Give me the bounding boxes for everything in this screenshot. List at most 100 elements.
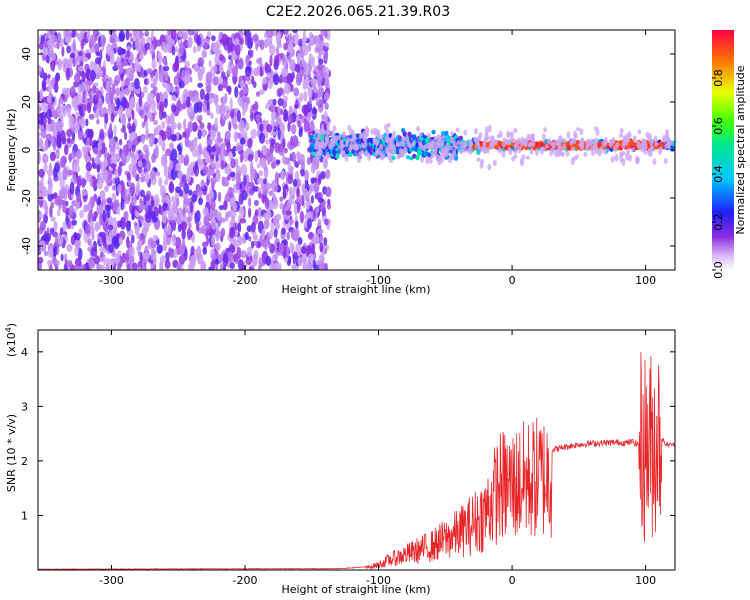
spectrogram-cell (202, 103, 207, 113)
spectrogram-cell (187, 207, 191, 217)
spectrogram-cell (658, 146, 663, 152)
spectrogram-cell (212, 93, 219, 104)
spectrogram-cell (76, 32, 82, 41)
spectrogram-cell (523, 140, 528, 148)
spectrogram-cell (102, 209, 106, 223)
spectrogram-cell (70, 150, 76, 160)
spectrogram-cell (62, 188, 68, 201)
spectrogram-cell (344, 153, 349, 162)
spectrogram-cell (273, 262, 281, 270)
spectrogram-cell (280, 52, 285, 59)
spectrogram-cell (280, 108, 284, 116)
spectrogram-cell (228, 187, 234, 196)
spectrogram-cell (114, 253, 121, 265)
spectrogram-cell (306, 218, 312, 230)
spectrogram-cell (79, 85, 85, 93)
spectrogram-cell (200, 179, 205, 189)
spectrogram-cell (279, 74, 283, 83)
spectrogram-cell (158, 176, 163, 187)
spectrogram-cell (293, 87, 300, 97)
spectrogram-cell (91, 160, 96, 169)
spectrogram-cell (120, 189, 125, 197)
spectrogram-cell (46, 227, 50, 234)
spectrogram-cell (100, 34, 106, 47)
spectrogram-cell (175, 263, 181, 270)
spectrogram-cell (510, 131, 515, 138)
spectrogram-cell (92, 85, 97, 94)
spectrogram-cell (156, 244, 163, 254)
spectrogram-cell (475, 140, 480, 147)
spectrogram-cell (208, 60, 212, 68)
spectrogram-cell (58, 96, 64, 105)
spectrogram-cell (386, 137, 391, 144)
spectrogram-x-ticks: -300 -200 -100 0 100 (99, 30, 656, 287)
spectrogram-cell (281, 66, 288, 80)
spectrogram-cell (290, 135, 294, 146)
spectrogram-cell (572, 137, 577, 145)
spectrogram-cell (92, 174, 96, 188)
spectrogram-cell (144, 42, 151, 50)
spectrogram-cell (297, 38, 304, 47)
spectrogram-cell (408, 156, 414, 161)
spectrogram-cell (145, 160, 151, 172)
spectrogram-cell (247, 153, 254, 162)
spectrogram-cell (142, 222, 149, 229)
spectrogram-cell (250, 240, 255, 249)
spectrogram-cell (97, 99, 103, 108)
spectrogram-cell (627, 131, 632, 139)
spectrogram-cell (99, 128, 105, 138)
spectrogram-cell (428, 156, 433, 164)
spectrogram-cell (541, 133, 546, 141)
spectrogram-cell (256, 207, 263, 217)
spectrogram-cell (187, 189, 193, 196)
spectrogram-cell (534, 148, 539, 156)
spectrogram-cell (249, 166, 255, 178)
spectrogram-cell (603, 137, 608, 145)
spectrogram-cell (519, 157, 524, 164)
spectrogram-cell (520, 136, 525, 144)
spectrogram-cell (325, 151, 330, 159)
spectrogram-cell (406, 140, 411, 148)
spectrogram-cell (195, 221, 200, 232)
spectrogram-cell (178, 255, 186, 265)
spectrogram-cell (137, 160, 143, 168)
spectrogram-cell (45, 109, 52, 120)
spectrogram-cell (62, 167, 68, 181)
spectrogram-cell (315, 42, 320, 49)
spectrogram-cell (228, 243, 235, 254)
spectrogram-cell (236, 145, 244, 151)
spectrogram-cell (648, 148, 653, 156)
spectrogram-cell (214, 54, 220, 65)
spectrogram-cell (293, 159, 297, 167)
spectrogram-cell (279, 122, 286, 134)
spectrogram-cell (86, 30, 91, 41)
spectrogram-cell (314, 128, 319, 134)
spectrogram-cell (287, 160, 292, 173)
spectrogram-cell (136, 231, 141, 240)
spectrogram-cell (169, 160, 174, 169)
spectrogram-cell (252, 230, 257, 241)
spectrogram-cell (243, 150, 248, 159)
spectrogram-cell (49, 205, 53, 218)
spectrogram-cell (305, 211, 310, 219)
spectrogram-cell (65, 87, 71, 98)
spectrogram-cell (309, 183, 316, 192)
spectrogram-cell (614, 153, 619, 162)
spectrogram-cell (113, 124, 117, 137)
spectrogram-cell (300, 245, 307, 254)
spectrogram-cell (302, 61, 308, 69)
spectrogram-cell (259, 39, 265, 51)
spectrogram-cell (273, 54, 280, 67)
spectrogram-cell (88, 256, 94, 270)
spectrogram-cell (244, 231, 249, 241)
spectrogram-cell (353, 143, 358, 151)
spectrogram-cell (44, 139, 49, 151)
spectrogram-cell (384, 123, 389, 131)
spectrogram-cell (528, 141, 533, 146)
spectrogram-cell (565, 150, 570, 157)
spectrogram-cell (131, 144, 136, 153)
y-tick-label: 40 (20, 47, 33, 61)
spectrogram-cell (47, 244, 54, 250)
spectrogram-cell (285, 210, 292, 216)
spectrogram-cell (235, 181, 240, 191)
